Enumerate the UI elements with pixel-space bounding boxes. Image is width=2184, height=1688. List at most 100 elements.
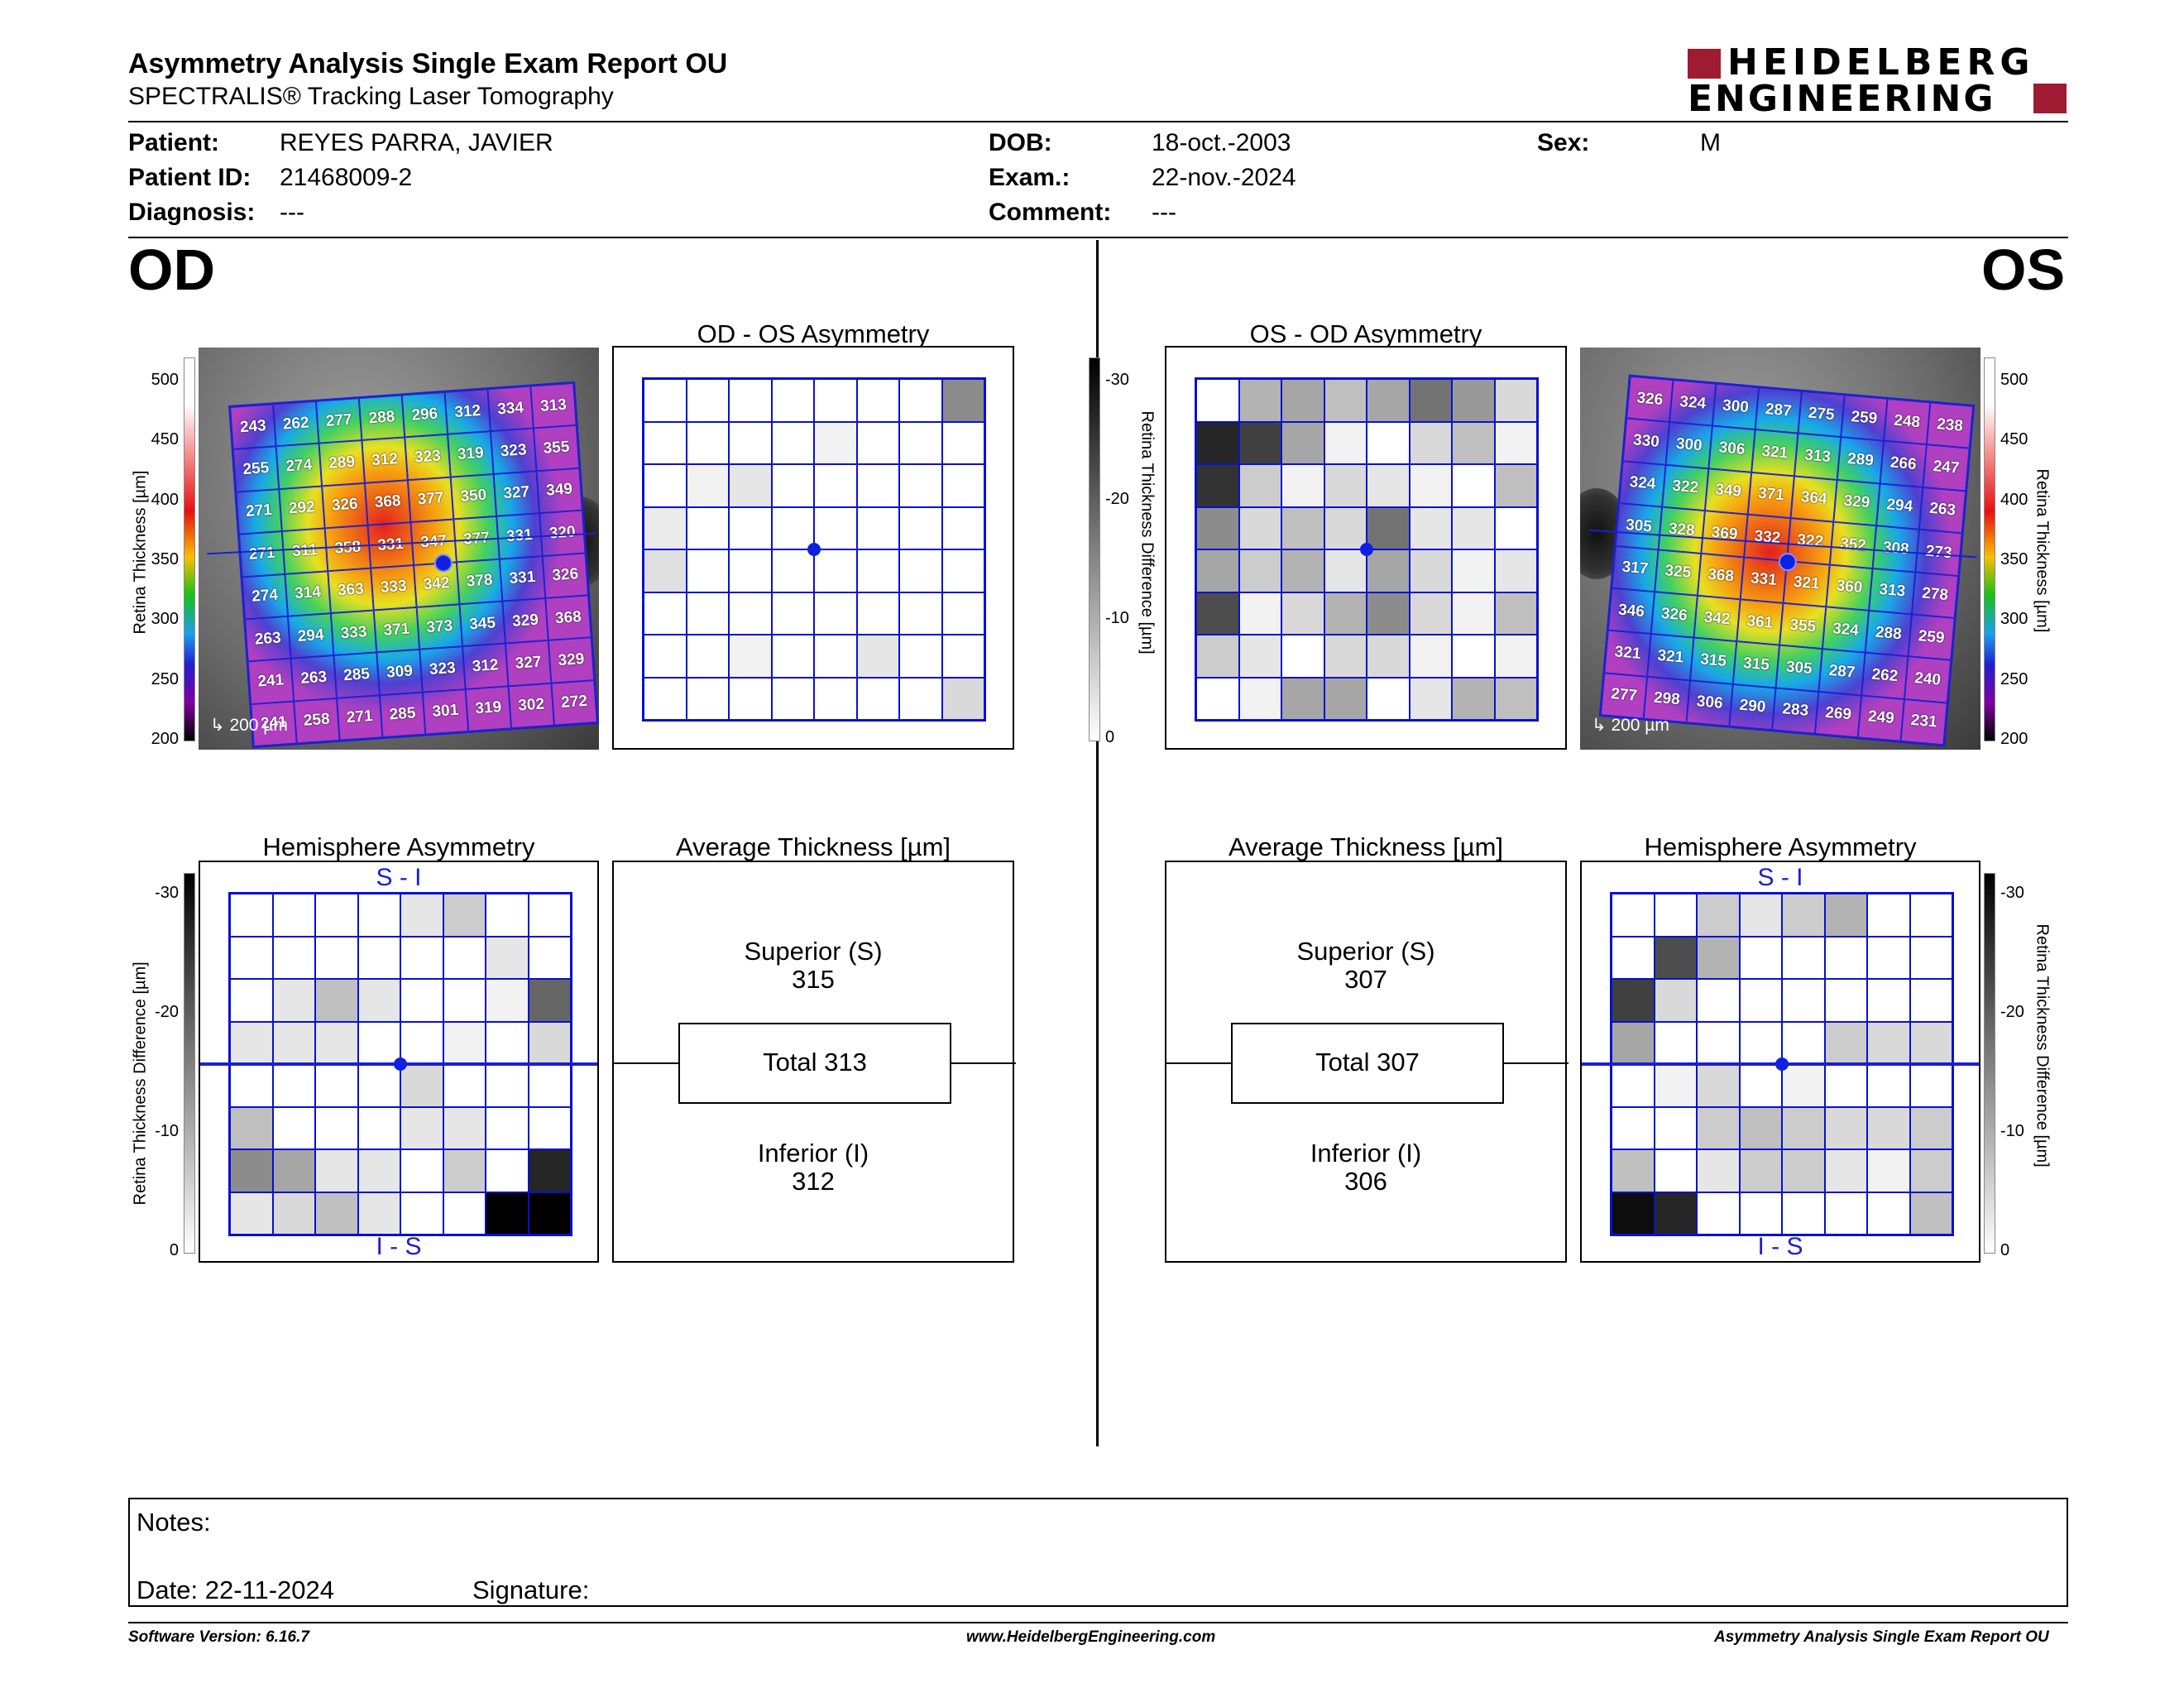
os-asym-cell <box>1494 549 1537 592</box>
od-asym-cell <box>899 677 942 720</box>
od-thickness-cell: 301 <box>422 688 469 735</box>
od-thickness-cell: 263 <box>290 655 338 702</box>
os-thickness-cell: 325 <box>1655 549 1702 596</box>
os-asym-cell <box>1494 635 1537 678</box>
scale-tick: -20 <box>155 1003 179 1021</box>
od-os-asymmetry-title: OD - OS Asymmetry <box>697 319 930 348</box>
os-asym-cell <box>1452 464 1495 507</box>
od-thickness-cell: 333 <box>371 564 417 611</box>
od-thickness-cell: 323 <box>490 428 537 474</box>
od-hemi-i-s: I - S <box>376 1233 422 1260</box>
od-thickness-value: 377 <box>416 489 445 509</box>
os-hemi-center-dot <box>1775 1057 1789 1071</box>
od-asym-cell <box>729 549 772 592</box>
od-asym-cell <box>814 421 857 464</box>
od-hemi-cell <box>486 979 529 1022</box>
os-inferior-value: 306 <box>1344 1167 1387 1196</box>
od-thickness-cell: 319 <box>465 685 512 731</box>
od-asym-cell <box>814 379 857 422</box>
website-link[interactable]: www.HeidelbergEngineering.com <box>966 1628 1216 1646</box>
os-hemi-cell <box>1867 1021 1910 1064</box>
os-thickness-cell: 321 <box>1751 429 1798 477</box>
os-hemi-cell <box>1867 936 1910 979</box>
od-asym-cell <box>814 592 857 635</box>
os-asym-cell <box>1238 677 1281 720</box>
od-asym-cell <box>644 635 687 678</box>
od-asym-cell <box>771 464 814 507</box>
os-asym-cell <box>1367 592 1410 635</box>
od-thickness-cell: 311 <box>281 528 328 574</box>
os-thickness-value: 330 <box>1632 431 1660 452</box>
scale-tick: -30 <box>2000 884 2024 902</box>
os-asym-cell <box>1238 421 1281 464</box>
od-thickness-map: 243 262 277 288 296 312 334 313 255 274 289 312 323 3… <box>228 381 599 749</box>
scale-tick: 300 <box>151 610 179 629</box>
od-asym-cell <box>899 464 942 507</box>
od-thickness-value: 262 <box>282 414 310 434</box>
od-thickness-cell: 274 <box>275 444 323 489</box>
os-asym-cell <box>1238 549 1281 592</box>
os-hemi-cell <box>1654 1021 1697 1064</box>
center-divider <box>1096 240 1099 1446</box>
os-hemi-cell <box>1909 1064 1952 1107</box>
os-thickness-value: 368 <box>1707 565 1735 586</box>
od-thickness-value: 302 <box>517 695 545 715</box>
logo-line2: ENGINEERING <box>1688 78 1996 120</box>
od-hemi-cell <box>272 1021 315 1064</box>
os-thickness-cell: 277 <box>1600 672 1648 719</box>
od-asym-cell <box>899 379 942 422</box>
scale-tick: 0 <box>1105 728 1115 746</box>
od-asym-cell <box>899 421 942 464</box>
os-thickness-cell: 368 <box>1697 553 1745 600</box>
os-hemi-cell <box>1739 1064 1782 1107</box>
od-hemi-cell <box>357 1064 400 1107</box>
os-thickness-map: 326 324 300 287 275 259 248 238 330 300 306 321 313 2… <box>1598 374 1976 747</box>
os-thickness-value: 321 <box>1760 442 1789 463</box>
od-thickness-value: 333 <box>380 577 408 597</box>
os-thickness-cell: 352 <box>1829 521 1877 568</box>
os-thickness-value: 306 <box>1717 439 1746 459</box>
os-thickness-cell: 248 <box>1884 398 1931 445</box>
od-asym-cell <box>856 421 899 464</box>
os-thickness-value: 313 <box>1878 581 1907 601</box>
os-total-value: Total 307 <box>1315 1048 1420 1077</box>
od-asym-cell <box>771 379 814 422</box>
od-asym-cell <box>771 421 814 464</box>
scale-tick: 0 <box>2000 1241 2010 1259</box>
od-thickness-cell: 302 <box>508 683 554 729</box>
comment-label: Comment: <box>989 199 1112 226</box>
od-thickness-cell: 262 <box>273 400 319 447</box>
os-hemi-s-i: S - I <box>1757 864 1803 891</box>
os-od-asymmetry-grid <box>1195 377 1539 722</box>
os-thickness-cell: 275 <box>1798 391 1845 438</box>
od-asym-cell <box>686 379 729 422</box>
notes-date: Date: 22-11-2024 <box>136 1575 334 1604</box>
os-thickness-value: 326 <box>1660 604 1688 625</box>
os-thickness-cell: 324 <box>1619 461 1666 507</box>
os-hemi-cell <box>1654 894 1697 937</box>
od-asym-cell <box>729 379 772 422</box>
notes-box[interactable]: Notes: Date: 22-11-2024 Signature: <box>128 1498 2068 1607</box>
os-hemi-cell <box>1909 894 1952 937</box>
footer-report-name: Asymmetry Analysis Single Exam Report OU <box>1714 1628 2049 1646</box>
os-thickness-cell: 313 <box>1794 433 1842 480</box>
dob-value: 18-oct.-2003 <box>1152 129 1291 156</box>
os-diff-axis-label: Retina Thickness Difference [µm] <box>2033 923 2052 1168</box>
os-thickness-cell: 306 <box>1686 679 1733 727</box>
od-thickness-cell: 312 <box>444 389 491 435</box>
od-thickness-cell: 288 <box>358 395 405 441</box>
od-thickness-cell: 309 <box>376 649 423 695</box>
od-asym-cell <box>941 677 984 720</box>
os-thickness-value: 331 <box>1750 569 1778 590</box>
od-average-title: Average Thickness [µm] <box>675 832 951 861</box>
od-thickness-value: 241 <box>256 671 285 691</box>
os-thickness-cell: 317 <box>1612 545 1659 592</box>
od-thickness-value: 329 <box>511 611 539 631</box>
od-thickness-cell: 373 <box>416 604 463 650</box>
diagnosis-label: Diagnosis: <box>128 199 256 226</box>
os-thickness-cell: 289 <box>1837 437 1885 484</box>
os-asym-cell <box>1452 549 1495 592</box>
od-thickness-value: 301 <box>431 701 459 722</box>
os-thickness-cell: 321 <box>1647 634 1694 680</box>
patient-name: REYES PARRA, JAVIER <box>280 129 553 156</box>
